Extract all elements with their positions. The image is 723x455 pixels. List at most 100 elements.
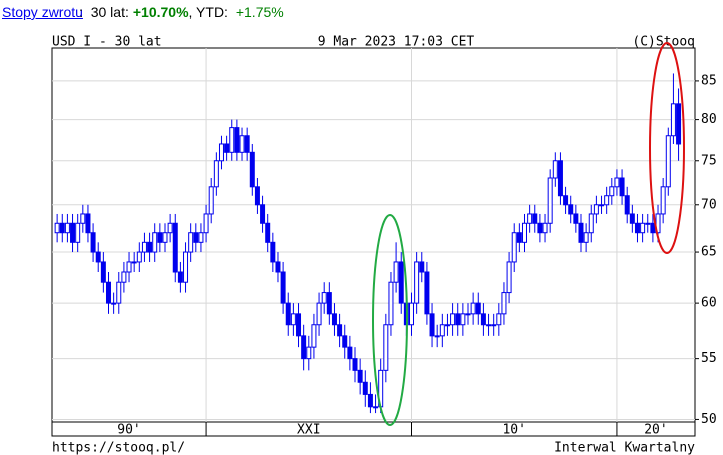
candle-body bbox=[316, 302, 322, 326]
candle-body bbox=[152, 232, 158, 253]
y-tick-label: 75 bbox=[701, 153, 717, 168]
candle-body bbox=[527, 213, 533, 224]
candle-body bbox=[537, 222, 543, 234]
candle-body bbox=[234, 127, 240, 153]
candle-body bbox=[640, 222, 646, 234]
candle-body bbox=[193, 232, 199, 243]
candle-body bbox=[547, 177, 553, 224]
candle-body bbox=[588, 213, 594, 234]
candle-body bbox=[147, 241, 153, 253]
candle-body bbox=[280, 271, 286, 304]
candle-body bbox=[388, 281, 394, 326]
footer-interval: Interwal Kwartalny bbox=[554, 441, 695, 455]
returns-summary: Stopy zwrotu: 30 lat: +10.70%, YTD: +1.75… bbox=[2, 4, 288, 20]
y-tick-label: 85 bbox=[701, 73, 717, 88]
candle-body bbox=[393, 261, 399, 283]
candle-body bbox=[270, 241, 276, 263]
candle-body bbox=[121, 271, 127, 283]
candle-body bbox=[265, 222, 271, 243]
candle-body bbox=[167, 222, 173, 234]
candle-body bbox=[64, 222, 70, 234]
candle-body bbox=[460, 313, 466, 326]
candle-body bbox=[208, 186, 214, 215]
candle-body bbox=[311, 324, 317, 348]
candle-body bbox=[224, 143, 230, 153]
y-tick-label: 80 bbox=[701, 112, 717, 127]
candle-body bbox=[54, 222, 60, 234]
candle-body bbox=[563, 195, 569, 206]
candle-body bbox=[450, 313, 456, 326]
y-tick-label: 60 bbox=[701, 296, 717, 311]
candle-body bbox=[352, 358, 358, 371]
candle-body bbox=[398, 261, 404, 304]
candle-body bbox=[111, 302, 117, 305]
y-tick-label: 70 bbox=[701, 197, 717, 212]
candle-body bbox=[521, 222, 527, 243]
candle-body bbox=[609, 186, 615, 197]
candle-body bbox=[434, 335, 440, 338]
highlight-ellipse bbox=[372, 214, 408, 426]
candle-body bbox=[634, 222, 640, 234]
candle-body bbox=[188, 232, 194, 253]
candle-body bbox=[532, 213, 538, 224]
candle-body bbox=[90, 232, 96, 253]
candle-body bbox=[249, 151, 255, 188]
y-tick-label: 65 bbox=[701, 245, 717, 260]
candle-body bbox=[568, 204, 574, 215]
candle-body bbox=[357, 369, 363, 383]
candle-body bbox=[475, 302, 481, 315]
candle-body bbox=[75, 222, 81, 243]
candle-body bbox=[465, 313, 471, 316]
highlight-ellipse bbox=[649, 42, 685, 254]
candle-body bbox=[362, 381, 368, 395]
candle-body bbox=[593, 204, 599, 215]
candle-body bbox=[496, 313, 502, 326]
x-tick-label: 20' bbox=[644, 423, 667, 438]
candle-body bbox=[331, 313, 337, 326]
candle-body bbox=[290, 313, 296, 326]
candle-body bbox=[665, 135, 671, 188]
candle-body bbox=[542, 222, 548, 234]
candle-body bbox=[260, 204, 266, 224]
candle-body bbox=[306, 346, 312, 360]
candle-body bbox=[126, 261, 132, 273]
candle-body bbox=[676, 103, 682, 145]
y-tick-label: 55 bbox=[701, 351, 717, 366]
candle-body bbox=[629, 213, 635, 224]
chart-title: USD_I - 30 lat bbox=[52, 35, 162, 50]
candle-body bbox=[552, 160, 558, 179]
returns-link[interactable]: Stopy zwrotu bbox=[2, 4, 83, 20]
candle-body bbox=[614, 177, 620, 188]
candle-body bbox=[419, 261, 425, 273]
candle-body bbox=[645, 222, 651, 225]
candle-body bbox=[244, 135, 250, 153]
footer-url: https://stooq.pl/ bbox=[52, 441, 185, 455]
candle-body bbox=[511, 232, 517, 263]
candle-body bbox=[501, 292, 507, 315]
candle-body bbox=[218, 143, 224, 162]
chart-source: (C)Stooq bbox=[632, 35, 695, 50]
x-tick-label: XXI bbox=[297, 423, 320, 438]
candle-body bbox=[131, 261, 137, 264]
candle-body bbox=[470, 302, 476, 315]
candle-body bbox=[80, 213, 86, 224]
candle-body bbox=[429, 313, 435, 337]
candle-body bbox=[383, 324, 389, 371]
chart-date: 9 Mar 2023 17:03 CET bbox=[318, 35, 475, 50]
y-tick-label: 50 bbox=[701, 412, 717, 427]
candle-body bbox=[183, 251, 189, 283]
candle-body bbox=[578, 222, 584, 243]
candle-body bbox=[326, 292, 332, 315]
candle-body bbox=[70, 222, 76, 243]
candle-body bbox=[105, 281, 111, 304]
candle-body bbox=[660, 186, 666, 215]
candle-body bbox=[604, 195, 610, 206]
candle-body bbox=[172, 222, 178, 273]
candle-body bbox=[59, 222, 65, 234]
candle-body bbox=[573, 213, 579, 224]
x-tick-label: 10' bbox=[502, 423, 525, 438]
candle-body bbox=[157, 232, 163, 243]
candle-body bbox=[439, 324, 445, 337]
candle-body bbox=[254, 186, 260, 206]
